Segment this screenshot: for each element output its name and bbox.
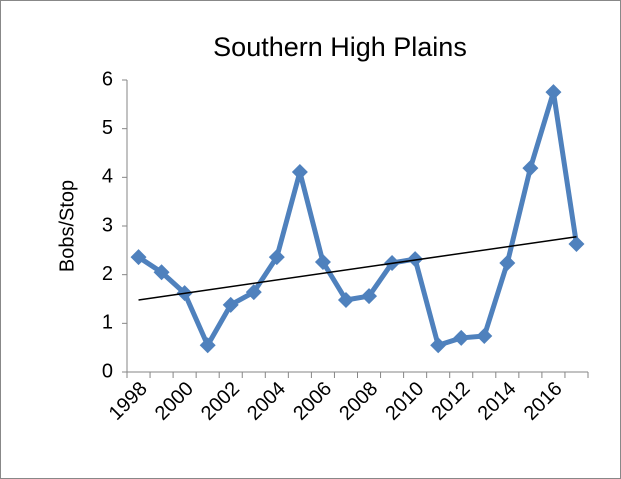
- point-marker: [130, 249, 147, 266]
- point-marker: [314, 254, 331, 271]
- point-marker: [453, 329, 470, 346]
- point-marker: [499, 254, 516, 271]
- y-tick-label: 4: [102, 166, 113, 188]
- y-axis-label: Bobs/Stop: [56, 180, 78, 272]
- point-marker: [361, 288, 378, 305]
- y-tick-label: 2: [102, 263, 113, 285]
- trendline: [138, 235, 577, 301]
- chart-title: Southern High Plains: [213, 32, 467, 62]
- series-line: [137, 89, 579, 348]
- point-marker: [291, 163, 308, 180]
- point-marker: [430, 337, 447, 354]
- point-marker: [337, 291, 354, 308]
- y-tick-label: 0: [102, 360, 113, 382]
- point-marker: [476, 327, 493, 344]
- point-marker: [568, 236, 585, 253]
- point-marker: [545, 84, 562, 101]
- point-marker: [268, 249, 285, 266]
- point-marker: [407, 251, 424, 268]
- y-tick-label: 5: [102, 117, 113, 139]
- point-marker: [153, 264, 170, 281]
- y-tick-label: 6: [102, 68, 113, 90]
- y-tick-label: 1: [102, 312, 113, 334]
- y-tick-label: 3: [102, 214, 113, 236]
- point-marker: [245, 284, 262, 301]
- point-marker: [522, 160, 539, 177]
- point-marker: [199, 337, 216, 354]
- point-marker: [222, 296, 239, 313]
